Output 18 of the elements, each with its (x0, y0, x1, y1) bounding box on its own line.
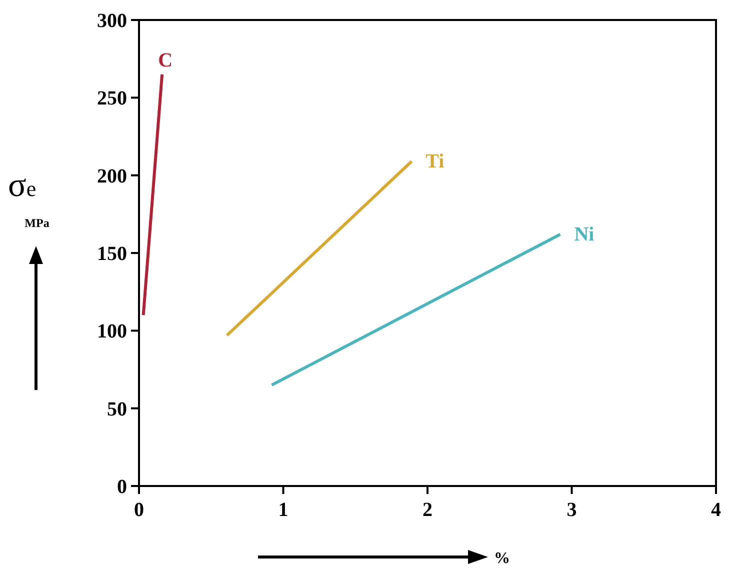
y-tick-label: 150 (97, 243, 127, 265)
y-tick-label: 200 (97, 165, 127, 188)
x-tick-label: 4 (711, 499, 721, 521)
series-label: C (158, 49, 173, 72)
y-tick-label: 300 (97, 10, 127, 32)
x-tick-label: 2 (422, 499, 432, 521)
x-tick-label: 1 (278, 499, 288, 521)
y-tick-label: 0 (117, 476, 127, 498)
x-tick-label: 0 (134, 499, 144, 521)
y-axis-title: σe (8, 167, 36, 204)
x-tick-label: 3 (566, 499, 577, 521)
x-axis-title: % (494, 550, 510, 567)
series-label: Ni (574, 223, 595, 246)
y-tick-label: 250 (97, 88, 127, 110)
text: MPa (24, 216, 50, 230)
y-tick-label: 100 (97, 320, 127, 343)
y-tick-label: 50 (107, 398, 127, 420)
series-label: Ti (426, 150, 445, 172)
